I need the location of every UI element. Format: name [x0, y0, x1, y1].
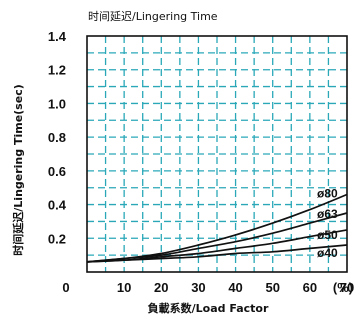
series-label: ø50 [317, 228, 338, 242]
y-axis-ticks: 0.2 0.4 0.6 0.8 1.0 1.2 1.4 [48, 29, 67, 246]
y-tick-label: 1.4 [48, 29, 67, 44]
y-tick-label: 0.2 [48, 231, 66, 246]
y-tick-label: 1.0 [48, 96, 66, 111]
x-tick-label: 10 [117, 280, 131, 295]
x-axis-unit: (%) [333, 280, 353, 295]
x-tick-label: 70 [340, 280, 354, 295]
x-axis-label: 負載系数/Load Factor [148, 301, 269, 315]
series-line [86, 212, 348, 263]
y-tick-label: 0.6 [48, 164, 66, 179]
series-label: ø80 [317, 186, 338, 200]
y-tick-label: 1.2 [48, 63, 66, 78]
y-tick-label: 0.8 [48, 130, 66, 145]
plot-frame [86, 35, 348, 273]
series-label: ø40 [317, 246, 338, 260]
y-tick-label: 0.4 [48, 198, 67, 213]
grid [87, 36, 347, 272]
x-tick-label: 50 [265, 280, 279, 295]
x-tick-label: 60 [303, 280, 317, 295]
y-axis-label: 时间延迟/Lingering Time(sec) [11, 84, 25, 255]
x-tick-label: 30 [191, 280, 205, 295]
chart-title: 时间延迟/Lingering Time [88, 10, 218, 23]
x-tick-label: 0 [62, 280, 69, 295]
series-line [86, 244, 348, 263]
series-layer: ø80 ø63 ø50 ø40 [86, 186, 348, 263]
series-label: ø63 [317, 207, 338, 221]
x-axis-ticks: 0 10 20 30 40 50 60 70 [62, 280, 354, 295]
x-tick-label: 20 [154, 280, 168, 295]
x-tick-label: 40 [228, 280, 242, 295]
